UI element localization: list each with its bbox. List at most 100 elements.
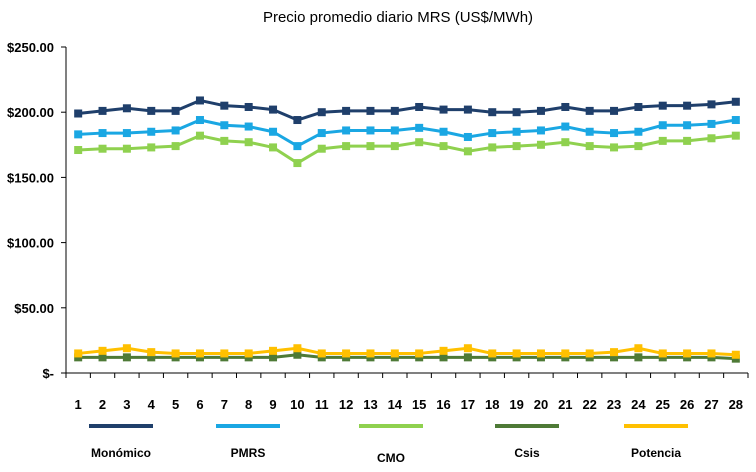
data-point	[439, 346, 448, 355]
data-point	[74, 349, 83, 358]
data-point	[731, 131, 740, 140]
data-point	[366, 126, 375, 135]
series-line	[78, 98, 736, 122]
data-point	[122, 104, 131, 113]
data-point	[317, 144, 326, 153]
legend-item: Csis	[495, 424, 559, 460]
data-point	[147, 127, 156, 136]
data-point	[122, 144, 131, 153]
x-tick-label: 17	[461, 397, 475, 412]
y-tick-label: $200.00	[7, 105, 54, 120]
data-point	[244, 349, 253, 358]
x-tick-label: 18	[485, 397, 499, 412]
data-point	[536, 140, 545, 149]
data-point	[98, 106, 107, 115]
data-point	[731, 97, 740, 106]
data-point	[220, 121, 229, 130]
data-point	[269, 127, 278, 136]
data-point	[171, 142, 180, 151]
data-point	[342, 126, 351, 135]
data-point	[488, 143, 497, 152]
data-point	[561, 122, 570, 131]
data-point	[366, 106, 375, 115]
y-tick-label: $50.00	[14, 301, 54, 316]
legend-label: CMO	[377, 451, 405, 465]
data-point	[74, 130, 83, 139]
legend-label: Potencia	[631, 446, 681, 460]
data-point	[415, 102, 424, 111]
data-point	[269, 346, 278, 355]
x-tick-label: 27	[704, 397, 718, 412]
data-point	[610, 143, 619, 152]
data-point	[293, 159, 302, 168]
data-point	[707, 134, 716, 143]
data-point	[536, 126, 545, 135]
data-point	[366, 142, 375, 151]
data-point	[269, 353, 278, 362]
data-point	[98, 129, 107, 138]
data-point	[512, 349, 521, 358]
data-point	[634, 344, 643, 353]
legend-item: CMO	[359, 424, 423, 465]
data-point	[122, 353, 131, 362]
x-tick-label: 3	[123, 397, 130, 412]
data-point	[731, 350, 740, 359]
series-line	[78, 134, 736, 165]
data-point	[122, 129, 131, 138]
data-point	[342, 349, 351, 358]
x-tick-label: 6	[196, 397, 203, 412]
legend-label: Monómico	[91, 446, 151, 460]
data-point	[610, 106, 619, 115]
series-line	[78, 353, 736, 361]
x-tick-label: 4	[148, 397, 156, 412]
legend-item: Monómico	[89, 424, 153, 460]
x-tick-label: 12	[339, 397, 353, 412]
data-point	[390, 126, 399, 135]
data-point	[269, 143, 278, 152]
data-point	[195, 131, 204, 140]
data-point	[707, 100, 716, 109]
data-point	[171, 106, 180, 115]
data-point	[610, 129, 619, 138]
data-point	[683, 121, 692, 130]
data-point	[195, 96, 204, 105]
data-point	[683, 101, 692, 110]
data-point	[439, 127, 448, 136]
data-point	[293, 350, 302, 359]
x-tick-label: 2	[99, 397, 106, 412]
data-point	[488, 108, 497, 117]
data-point	[512, 108, 521, 117]
series-2	[74, 116, 740, 151]
data-point	[293, 142, 302, 151]
data-point	[585, 349, 594, 358]
data-point	[463, 147, 472, 156]
data-point	[658, 121, 667, 130]
data-point	[585, 127, 594, 136]
data-point	[415, 123, 424, 132]
data-point	[244, 102, 253, 111]
data-point	[244, 138, 253, 147]
data-point	[463, 344, 472, 353]
data-point	[317, 129, 326, 138]
legend: Monómico PMRS CMO Csis Potencia	[89, 424, 688, 465]
data-point	[293, 116, 302, 125]
data-point	[195, 116, 204, 125]
data-point	[293, 344, 302, 353]
data-point	[415, 349, 424, 358]
data-point	[512, 142, 521, 151]
data-point	[147, 106, 156, 115]
x-tick-label: 7	[221, 397, 228, 412]
data-point	[269, 105, 278, 114]
data-point	[683, 349, 692, 358]
legend-label: Csis	[514, 446, 540, 460]
chart-title: Precio promedio diario MRS (US$/MWh)	[263, 9, 533, 26]
x-tick-label: 28	[729, 397, 743, 412]
x-tick-label: 15	[412, 397, 426, 412]
data-point	[488, 349, 497, 358]
data-point	[122, 344, 131, 353]
data-point	[439, 105, 448, 114]
x-tick-label: 13	[363, 397, 377, 412]
data-point	[610, 348, 619, 357]
